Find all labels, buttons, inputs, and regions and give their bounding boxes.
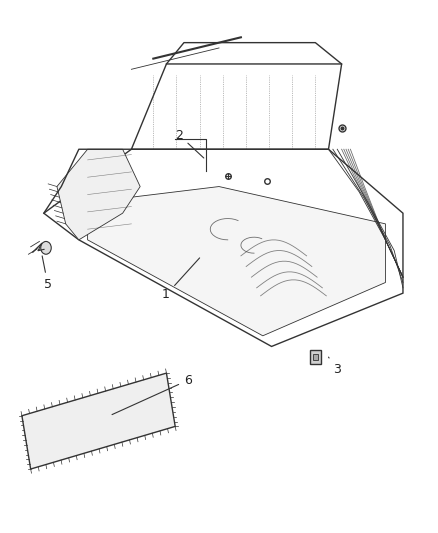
Text: 5: 5	[42, 256, 52, 291]
Text: 1: 1	[162, 258, 200, 302]
FancyBboxPatch shape	[313, 354, 318, 360]
Text: 2: 2	[175, 128, 204, 158]
Polygon shape	[57, 149, 140, 240]
Polygon shape	[22, 373, 175, 469]
Text: 3: 3	[328, 357, 341, 376]
FancyBboxPatch shape	[310, 351, 321, 364]
Text: 6: 6	[112, 374, 192, 415]
Circle shape	[41, 241, 51, 254]
Polygon shape	[88, 187, 385, 336]
